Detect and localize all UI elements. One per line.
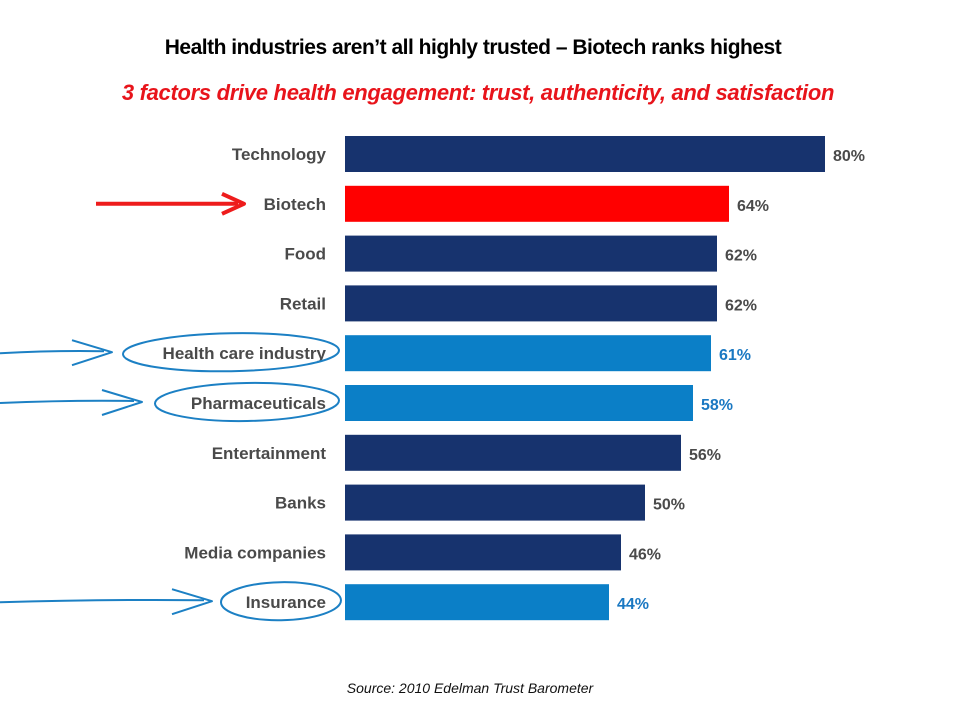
bar-media-companies <box>345 534 621 571</box>
chart-title: Health industries aren’t all highly trus… <box>164 36 782 59</box>
bar-food <box>345 235 717 272</box>
annotation-circle-insurance <box>219 581 342 622</box>
annotation-arrow-shaft-insurance <box>0 598 205 604</box>
category-label-insurance: Insurance <box>246 593 326 612</box>
chart-subtitle: 3 factors drive health engagement: trust… <box>121 80 835 105</box>
category-label-biotech: Biotech <box>264 195 326 214</box>
annotation-arrow-shaft-pharmaceuticals <box>0 399 135 404</box>
value-label-entertainment: 56% <box>689 447 721 464</box>
category-label-entertainment: Entertainment <box>212 444 327 463</box>
red-arrow-head <box>221 191 246 216</box>
category-label-media-companies: Media companies <box>184 543 326 562</box>
category-label-retail: Retail <box>280 294 326 313</box>
annotation-arrow-head-pharmaceuticals <box>101 389 143 416</box>
category-label-food: Food <box>284 245 326 264</box>
bar-pharmaceuticals <box>345 385 693 421</box>
value-label-banks: 50% <box>653 497 685 514</box>
category-label-banks: Banks <box>275 494 326 513</box>
value-label-technology: 80% <box>833 148 865 165</box>
annotation-circle-pharmaceuticals <box>153 381 340 423</box>
annotation-circle-health-care-industry <box>121 332 340 373</box>
bar-retail <box>345 285 717 322</box>
value-label-media-companies: 46% <box>629 546 661 563</box>
value-label-pharmaceuticals: 58% <box>701 397 733 414</box>
annotation-arrow-head-health-care-industry <box>71 339 113 367</box>
category-label-pharmaceuticals: Pharmaceuticals <box>191 394 326 413</box>
value-label-insurance: 44% <box>617 596 649 613</box>
bar-banks <box>345 484 645 521</box>
value-label-biotech: 64% <box>737 198 769 215</box>
source-note: Source: 2010 Edelman Trust Barometer <box>346 680 594 696</box>
bar-insurance <box>345 584 609 621</box>
category-label-technology: Technology <box>232 145 327 164</box>
annotation-arrow-head-insurance <box>171 588 213 616</box>
annotation-arrow-shaft-health-care-industry <box>0 349 105 355</box>
bar-health-care-industry <box>345 335 711 372</box>
value-label-retail: 62% <box>725 297 757 314</box>
bar-technology <box>345 136 825 172</box>
value-label-health-care-industry: 61% <box>719 347 751 364</box>
category-label-health-care-industry: Health care industry <box>163 344 327 363</box>
bar-entertainment <box>345 434 681 471</box>
value-label-food: 62% <box>725 248 757 265</box>
bar-biotech <box>345 185 729 222</box>
